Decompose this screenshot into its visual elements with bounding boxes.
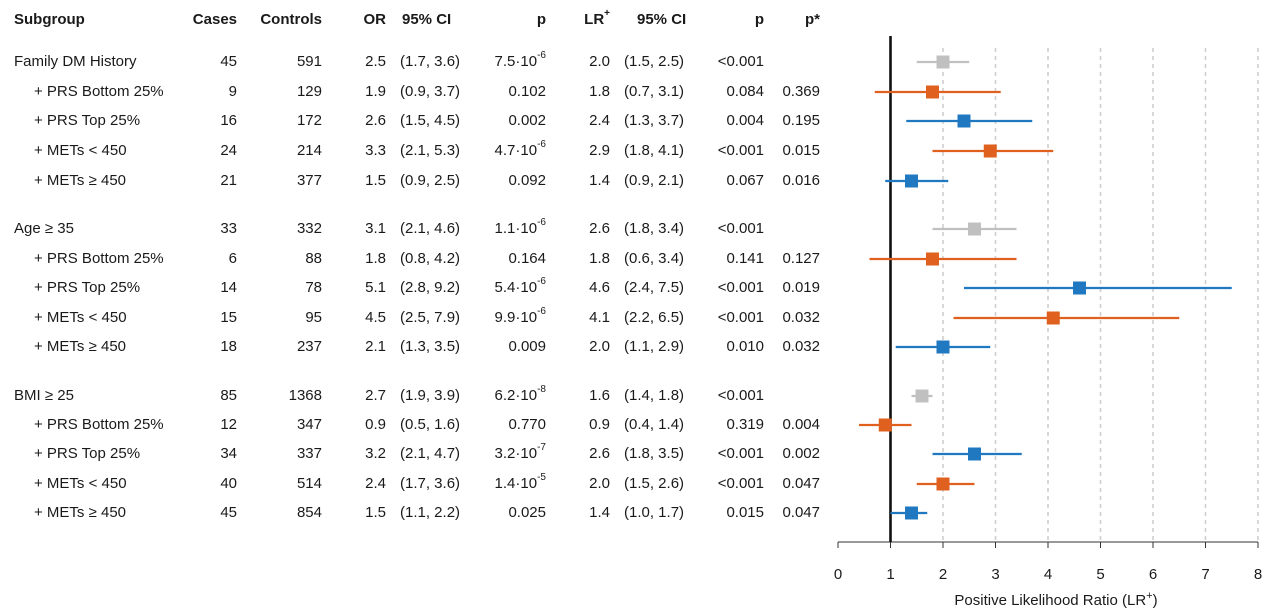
point-marker <box>926 86 939 99</box>
x-axis-label: Positive Likelihood Ratio (LR+) <box>954 590 1157 609</box>
point-marker <box>1047 312 1060 325</box>
point-marker <box>879 419 892 432</box>
point-marker <box>916 390 929 403</box>
x-axis-label-end: ) <box>1153 592 1158 609</box>
point-marker <box>968 223 981 236</box>
x-tick-label: 6 <box>1149 566 1157 583</box>
point-marker <box>984 145 997 158</box>
x-tick-label: 7 <box>1201 566 1209 583</box>
x-tick-label: 3 <box>991 566 999 583</box>
point-marker <box>958 115 971 128</box>
point-marker <box>937 478 950 491</box>
point-marker <box>926 253 939 266</box>
x-tick-label: 8 <box>1254 566 1262 583</box>
point-marker <box>968 448 981 461</box>
point-marker <box>1073 282 1086 295</box>
x-tick-label: 5 <box>1096 566 1104 583</box>
point-marker <box>905 175 918 188</box>
x-tick-label: 1 <box>886 566 894 583</box>
point-marker <box>905 507 918 520</box>
point-marker <box>937 341 950 354</box>
x-tick-label: 0 <box>834 566 842 583</box>
x-tick-label: 4 <box>1044 566 1052 583</box>
point-marker <box>937 56 950 69</box>
x-axis-label-text: Positive Likelihood Ratio (LR <box>954 592 1146 609</box>
x-tick-label: 2 <box>939 566 947 583</box>
